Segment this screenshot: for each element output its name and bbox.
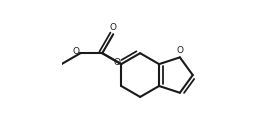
Text: O: O — [113, 58, 120, 68]
Text: O: O — [177, 46, 183, 55]
Text: O: O — [73, 47, 80, 56]
Text: O: O — [110, 23, 117, 32]
